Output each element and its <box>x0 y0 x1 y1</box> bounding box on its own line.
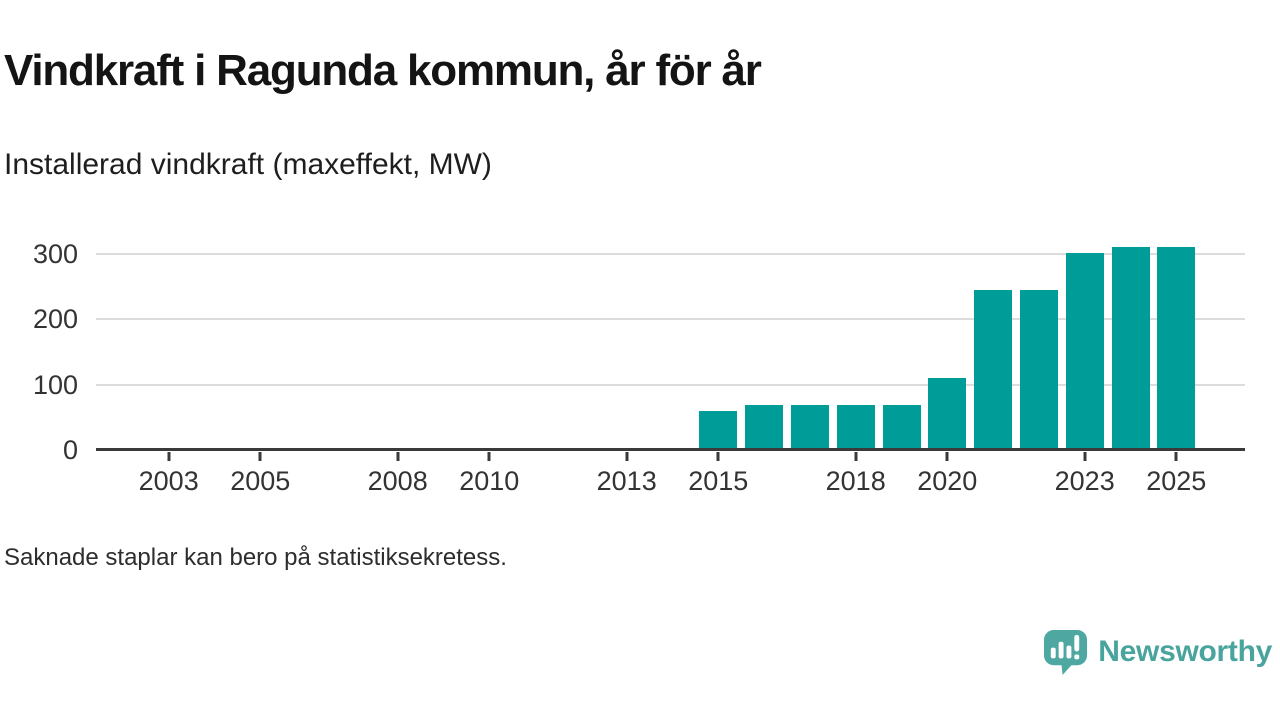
bar-2019 <box>882 405 921 450</box>
bar-2015 <box>699 411 738 450</box>
x-tick-2013 <box>625 452 629 461</box>
x-tick-label-2025: 2025 <box>1146 466 1207 496</box>
footnote: Saknade staplar kan bero på statistiksek… <box>4 544 507 571</box>
bar-2020 <box>928 378 967 450</box>
y-axis-label-0: 0 <box>62 435 78 465</box>
x-tick-label-2008: 2008 <box>367 466 428 496</box>
x-tick-2015 <box>716 452 720 461</box>
brand-name: Newsworthy <box>1098 635 1272 668</box>
chart-subtitle: Installerad vindkraft (maxeffekt, MW) <box>4 148 492 181</box>
gridline-300 <box>96 252 1245 255</box>
bar-2025 <box>1157 247 1196 450</box>
x-tick-2025 <box>1174 452 1178 461</box>
bar-chart: 0 100 200 300 2003 2005 2008 2010 2013 2015 2018 2… <box>0 230 1280 510</box>
x-tick-label-2023: 2023 <box>1054 466 1115 496</box>
newsworthy-logo-icon <box>1042 628 1089 675</box>
x-tick-label-2010: 2010 <box>459 466 520 496</box>
bar-2023 <box>1065 253 1104 450</box>
x-tick-2005 <box>258 452 262 461</box>
x-tick-2020 <box>945 452 949 461</box>
x-tick-2010 <box>487 452 491 461</box>
x-tick-label-2005: 2005 <box>230 466 291 496</box>
bar-2016 <box>745 405 784 450</box>
x-axis-line <box>96 448 1245 451</box>
y-axis: 0 100 200 300 <box>0 230 78 465</box>
x-tick-2008 <box>396 452 400 461</box>
brand-logo: Newsworthy <box>1042 628 1272 675</box>
bar-2024 <box>1111 247 1150 450</box>
gridline-100 <box>96 383 1245 386</box>
x-tick-label-2015: 2015 <box>688 466 749 496</box>
x-tick-label-2003: 2003 <box>138 466 199 496</box>
x-tick-2023 <box>1083 452 1087 461</box>
x-tick-label-2020: 2020 <box>917 466 978 496</box>
bar-2022 <box>1019 290 1058 450</box>
x-tick-2003 <box>167 452 171 461</box>
x-tick-label-2018: 2018 <box>825 466 886 496</box>
y-axis-label-300: 300 <box>32 238 78 269</box>
y-axis-label-200: 200 <box>32 304 78 335</box>
page-title: Vindkraft i Ragunda kommun, år för år <box>4 46 762 95</box>
bar-2018 <box>836 405 875 450</box>
bar-2021 <box>974 290 1013 450</box>
y-axis-label-100: 100 <box>32 369 78 400</box>
plot-area: 2003 2005 2008 2010 2013 2015 2018 2020 2023 2025 <box>96 230 1245 496</box>
gridline-200 <box>96 318 1245 321</box>
x-tick-label-2013: 2013 <box>596 466 657 496</box>
bar-2017 <box>790 405 829 450</box>
x-tick-2018 <box>854 452 858 461</box>
